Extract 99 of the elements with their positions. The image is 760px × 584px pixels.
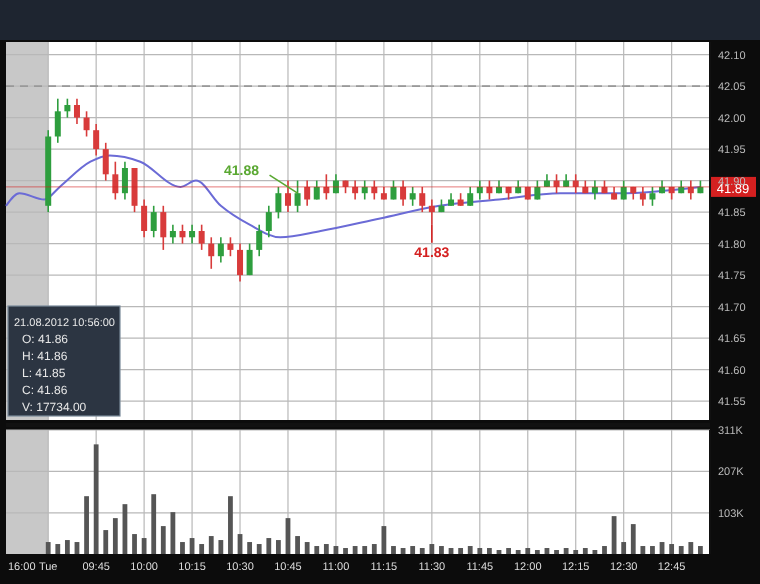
candlestick <box>361 179 368 201</box>
candlestick <box>64 97 71 119</box>
candlestick <box>102 142 109 182</box>
bar <box>208 536 214 554</box>
candlestick <box>141 198 148 239</box>
candlestick <box>313 179 320 201</box>
candlestick <box>246 242 253 276</box>
bar <box>362 546 368 554</box>
bar <box>458 548 464 554</box>
bar <box>371 544 377 554</box>
bar <box>698 546 703 554</box>
candlestick <box>217 236 224 264</box>
candlestick <box>265 205 272 239</box>
candlestick <box>73 97 80 125</box>
candlestick <box>400 179 407 207</box>
bar <box>141 538 147 554</box>
candlestick <box>591 179 598 201</box>
bar <box>64 540 70 554</box>
candlestick <box>620 179 627 201</box>
bar <box>323 544 329 554</box>
bar <box>630 524 636 554</box>
bar <box>45 542 51 554</box>
candlestick <box>121 160 128 201</box>
bar <box>132 534 137 554</box>
bar <box>343 548 348 554</box>
candlestick <box>275 186 282 220</box>
bar <box>439 546 444 554</box>
bar <box>688 542 694 554</box>
candlestick <box>649 186 656 207</box>
candlestick <box>534 179 541 201</box>
candlestick <box>390 179 397 201</box>
candlestick <box>639 186 646 207</box>
bar <box>678 546 684 554</box>
candlestick <box>179 223 186 245</box>
bar <box>228 496 233 554</box>
candlestick <box>256 223 263 257</box>
candlestick <box>93 123 100 157</box>
bar <box>151 494 157 554</box>
bar <box>295 536 300 554</box>
candlestick <box>352 179 359 201</box>
candlestick <box>189 223 196 245</box>
bar <box>199 544 205 554</box>
candlestick <box>476 179 483 201</box>
candlestick <box>409 186 416 207</box>
bar <box>314 546 320 554</box>
candlestick <box>131 167 138 213</box>
bar <box>525 548 531 554</box>
bar <box>640 546 646 554</box>
bar <box>218 540 224 554</box>
bar <box>93 444 99 554</box>
candlestick <box>467 186 474 207</box>
bar <box>275 540 281 554</box>
candlestick <box>284 179 291 213</box>
bar <box>381 526 387 554</box>
candlestick <box>237 242 244 283</box>
bar <box>506 548 511 554</box>
bar <box>563 548 569 554</box>
bar <box>247 542 253 554</box>
bar <box>160 526 166 554</box>
candlestick <box>160 205 167 251</box>
bar <box>180 542 185 554</box>
bar <box>391 546 396 554</box>
bar <box>487 548 492 554</box>
bar <box>256 544 262 554</box>
bar <box>467 546 473 554</box>
candlestick <box>294 179 301 213</box>
candlestick <box>169 223 176 245</box>
candlestick <box>323 173 330 201</box>
bar <box>669 544 675 554</box>
bar <box>602 546 607 554</box>
bar <box>477 548 483 554</box>
candlestick <box>208 236 215 270</box>
candlestick <box>150 205 157 239</box>
candlestick <box>371 179 378 201</box>
bar <box>84 496 89 554</box>
bar <box>621 542 627 554</box>
bar <box>55 544 61 554</box>
bar <box>429 544 435 554</box>
candlestick <box>83 110 90 138</box>
bar <box>582 548 588 554</box>
candlestick <box>54 97 61 144</box>
bar <box>650 546 655 554</box>
bar <box>352 546 358 554</box>
bar <box>419 548 425 554</box>
candlestick <box>198 223 205 251</box>
candlestick <box>553 173 560 194</box>
candlestick <box>227 236 234 257</box>
candlestick <box>419 186 426 213</box>
candlestick <box>687 179 694 201</box>
candlestick <box>112 160 119 201</box>
candlestick <box>572 173 579 194</box>
candlestick <box>304 179 311 207</box>
bar <box>304 542 310 554</box>
bar <box>170 512 176 554</box>
bar <box>410 546 416 554</box>
bar <box>103 530 109 554</box>
bar <box>112 518 118 554</box>
candlestick <box>486 179 493 201</box>
bar <box>266 538 272 554</box>
